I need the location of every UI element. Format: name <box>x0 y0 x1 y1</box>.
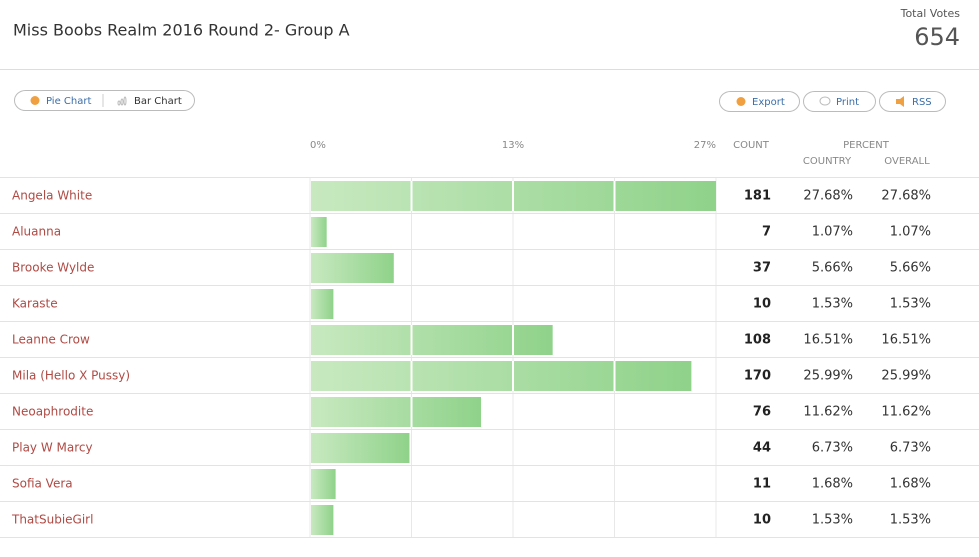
bar <box>311 505 334 535</box>
bar <box>311 325 553 355</box>
axis-label: 27% <box>694 140 716 151</box>
count: 7 <box>762 225 771 240</box>
bar <box>311 397 482 427</box>
overall-percent: 6.73% <box>890 441 931 456</box>
country-percent: 1.53% <box>812 513 853 528</box>
contestant-name: Neoaphrodite <box>12 405 93 419</box>
title: Miss Boobs Realm 2016 Round 2- Group A <box>13 21 350 40</box>
column-header: COUNT <box>733 140 770 151</box>
contestant-name: ThatSubieGirl <box>11 513 93 527</box>
bar <box>311 361 692 391</box>
overall-percent: 16.51% <box>881 333 931 348</box>
contestant-name: Sofia Vera <box>12 477 73 491</box>
country-percent: 1.07% <box>812 225 853 240</box>
count: 181 <box>744 189 771 204</box>
contestant-name: Leanne Crow <box>12 333 90 347</box>
column-header: COUNTRY <box>803 156 852 167</box>
bar <box>311 289 334 319</box>
toggle-frame <box>14 90 195 111</box>
country-percent: 1.68% <box>812 477 853 492</box>
print-button[interactable]: Print <box>836 97 859 108</box>
count: 76 <box>753 405 771 420</box>
count: 108 <box>744 333 771 348</box>
bar <box>311 253 394 283</box>
contestant-name: Brooke Wylde <box>12 261 94 275</box>
export-button[interactable]: Export <box>752 97 785 108</box>
count: 10 <box>753 513 771 528</box>
country-percent: 27.68% <box>803 189 853 204</box>
chart-toggle: Pie Chart Bar Chart <box>14 90 195 111</box>
bar <box>311 469 336 499</box>
contestant-name: Angela White <box>12 189 92 203</box>
export-icon <box>736 97 746 106</box>
rss-frame <box>879 91 946 112</box>
bar <box>311 433 410 463</box>
bar-icon <box>117 100 121 106</box>
country-percent: 5.66% <box>812 261 853 276</box>
total-label: Total Votes <box>900 7 961 20</box>
country-percent: 6.73% <box>812 441 853 456</box>
actions: Export Print RSS <box>719 91 946 112</box>
contestant-name: Play W Marcy <box>12 441 93 455</box>
overall-percent: 1.68% <box>890 477 931 492</box>
count: 37 <box>753 261 771 276</box>
export-frame <box>719 91 800 112</box>
country-percent: 11.62% <box>803 405 853 420</box>
contestant-name: Aluanna <box>12 225 61 239</box>
count: 44 <box>753 441 771 456</box>
pie-button[interactable]: Pie Chart <box>46 96 91 107</box>
contestant-name: Mila (Hello X Pussy) <box>12 369 130 383</box>
country-percent: 16.51% <box>803 333 853 348</box>
print-icon <box>819 96 831 106</box>
overall-percent: 1.53% <box>890 297 931 312</box>
overall-percent: 27.68% <box>881 189 931 204</box>
rows: Angela White 181 27.68% 27.68% Aluanna 7 1.07%… <box>0 177 979 538</box>
axis-label: 0% <box>310 140 326 151</box>
country-percent: 1.53% <box>812 297 853 312</box>
overall-percent: 25.99% <box>881 369 931 384</box>
axis-label: 13% <box>502 140 524 151</box>
rss-button[interactable]: RSS <box>912 97 932 108</box>
overall-percent: 1.07% <box>890 225 931 240</box>
column-header: PERCENT <box>843 140 890 151</box>
count: 170 <box>744 369 771 384</box>
total-value: 654 <box>914 23 960 51</box>
bar <box>311 217 327 247</box>
count: 10 <box>753 297 771 312</box>
bar-icon <box>120 98 124 106</box>
rss-icon <box>896 96 904 107</box>
contestant-name: Karaste <box>12 297 58 311</box>
column-header: OVERALL <box>884 156 930 167</box>
pie-icon <box>30 96 40 105</box>
country-percent: 25.99% <box>803 369 853 384</box>
overall-percent: 1.53% <box>890 513 931 528</box>
print-frame <box>803 91 876 112</box>
bar-icon <box>123 96 127 106</box>
overall-percent: 11.62% <box>881 405 931 420</box>
count: 11 <box>753 477 771 492</box>
overall-percent: 5.66% <box>890 261 931 276</box>
bar-button[interactable]: Bar Chart <box>134 96 182 107</box>
